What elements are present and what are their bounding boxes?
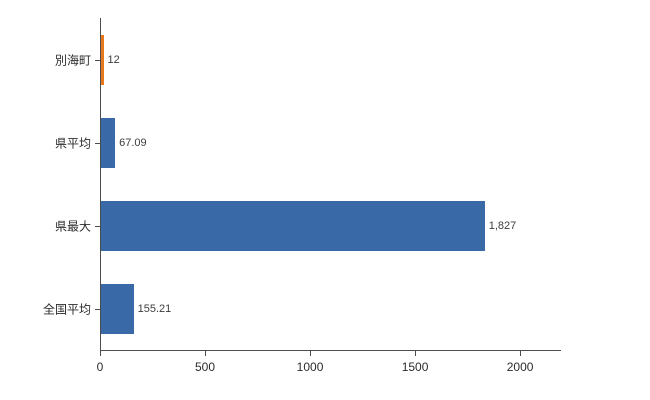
y-axis-tick (95, 142, 100, 144)
bar-0 (101, 34, 104, 85)
category-label: 県平均 (54, 136, 91, 150)
bar-value-label: 12 (107, 53, 120, 66)
x-axis-tick-label: 0 (96, 360, 104, 374)
x-axis-tick (205, 351, 207, 356)
x-axis-tick-label: 500 (195, 360, 216, 374)
bar-1 (101, 117, 116, 168)
x-axis-tick (310, 351, 312, 356)
bar-2 (101, 200, 485, 251)
category-band: 1,827 (101, 184, 561, 267)
x-axis-tick-label: 1000 (296, 360, 324, 374)
x-axis-tick-label: 2000 (506, 360, 534, 374)
category-label: 別海町 (54, 53, 91, 67)
y-axis-tick (95, 308, 100, 310)
bar-value-label: 67.09 (119, 136, 147, 149)
bar-value-label: 155.21 (137, 302, 172, 315)
bar-3 (101, 283, 134, 334)
category-label: 県最大 (54, 219, 91, 233)
plot-area: 12 67.09 1,827 155.21 (100, 18, 561, 351)
category-label: 全国平均 (42, 302, 91, 316)
x-axis: 0 500 1000 1500 2000 (96, 351, 560, 381)
category-band: 12 (101, 18, 561, 101)
y-axis-tick (95, 59, 100, 61)
x-axis-tick (415, 351, 417, 356)
x-axis-tick-label: 1500 (401, 360, 429, 374)
category-band: 67.09 (101, 101, 561, 184)
x-axis-tick (100, 351, 101, 356)
y-axis: 別海町県平均県最大全国平均 (0, 18, 100, 350)
y-axis-tick (95, 225, 100, 227)
category-band: 155.21 (101, 267, 561, 350)
x-axis-tick (520, 351, 522, 356)
bar-value-label: 1,827 (488, 219, 517, 232)
